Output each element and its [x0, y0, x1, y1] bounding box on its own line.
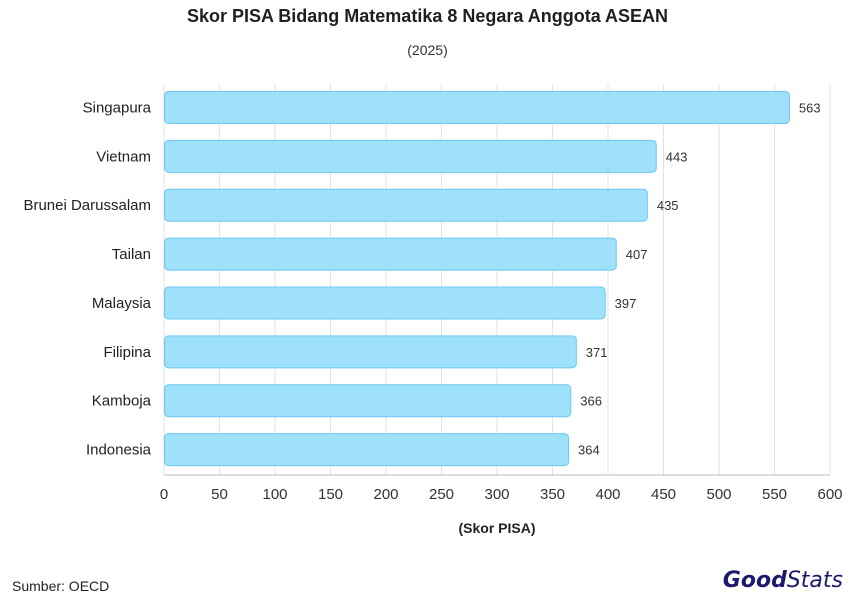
data-label: 435	[657, 198, 679, 213]
data-label: 366	[580, 394, 602, 409]
brand-name-bold: Good	[722, 568, 787, 593]
x-tick-label: 0	[160, 486, 168, 503]
category-label: Brunei Darussalam	[23, 197, 151, 214]
bar	[164, 286, 606, 320]
bar	[164, 188, 648, 222]
category-label: Tailan	[112, 246, 151, 263]
data-label: 407	[626, 247, 648, 262]
x-tick-label: 200	[373, 486, 398, 503]
x-tick-label: 250	[429, 486, 454, 503]
chart-subtitle: (2025)	[407, 42, 448, 58]
bar	[164, 139, 657, 173]
data-label: 371	[586, 345, 608, 360]
category-label: Kamboja	[92, 393, 152, 410]
x-tick-label: 600	[817, 486, 842, 503]
x-axis-title: (Skor PISA)	[458, 520, 535, 536]
category-label: Vietnam	[96, 148, 151, 165]
bar	[164, 433, 570, 467]
data-label: 364	[578, 443, 600, 458]
x-tick-label: 450	[651, 486, 676, 503]
category-label: Indonesia	[86, 442, 152, 459]
bar-chart: 0 50 100 150 200 250 300 350 400 450 500 550 600 Sing…	[23, 84, 843, 536]
x-tick-label: 550	[762, 486, 787, 503]
x-tick-label: 150	[318, 486, 343, 503]
bar	[164, 335, 577, 369]
category-label: Filipina	[103, 344, 151, 361]
bar	[164, 90, 790, 124]
x-tick-label: 50	[211, 486, 228, 503]
category-label: Singapura	[83, 99, 152, 116]
x-tick-label: 400	[595, 486, 620, 503]
x-tick-label: 100	[262, 486, 287, 503]
chart-title: Skor PISA Bidang Matematika 8 Negara Ang…	[186, 6, 669, 26]
bar	[164, 384, 572, 418]
x-tick-label: 300	[484, 486, 509, 503]
data-label: 443	[666, 149, 688, 164]
x-tick-label: 350	[540, 486, 565, 503]
data-label: 397	[615, 296, 637, 311]
x-tick-label: 500	[706, 486, 731, 503]
category-label: Malaysia	[92, 295, 152, 312]
data-label: 563	[799, 100, 821, 115]
bar	[164, 237, 617, 271]
goodstats-logo: GoodStats	[723, 565, 843, 597]
source-note: Sumber: OECD	[12, 578, 110, 594]
brand-name-light: Stats	[786, 568, 843, 593]
